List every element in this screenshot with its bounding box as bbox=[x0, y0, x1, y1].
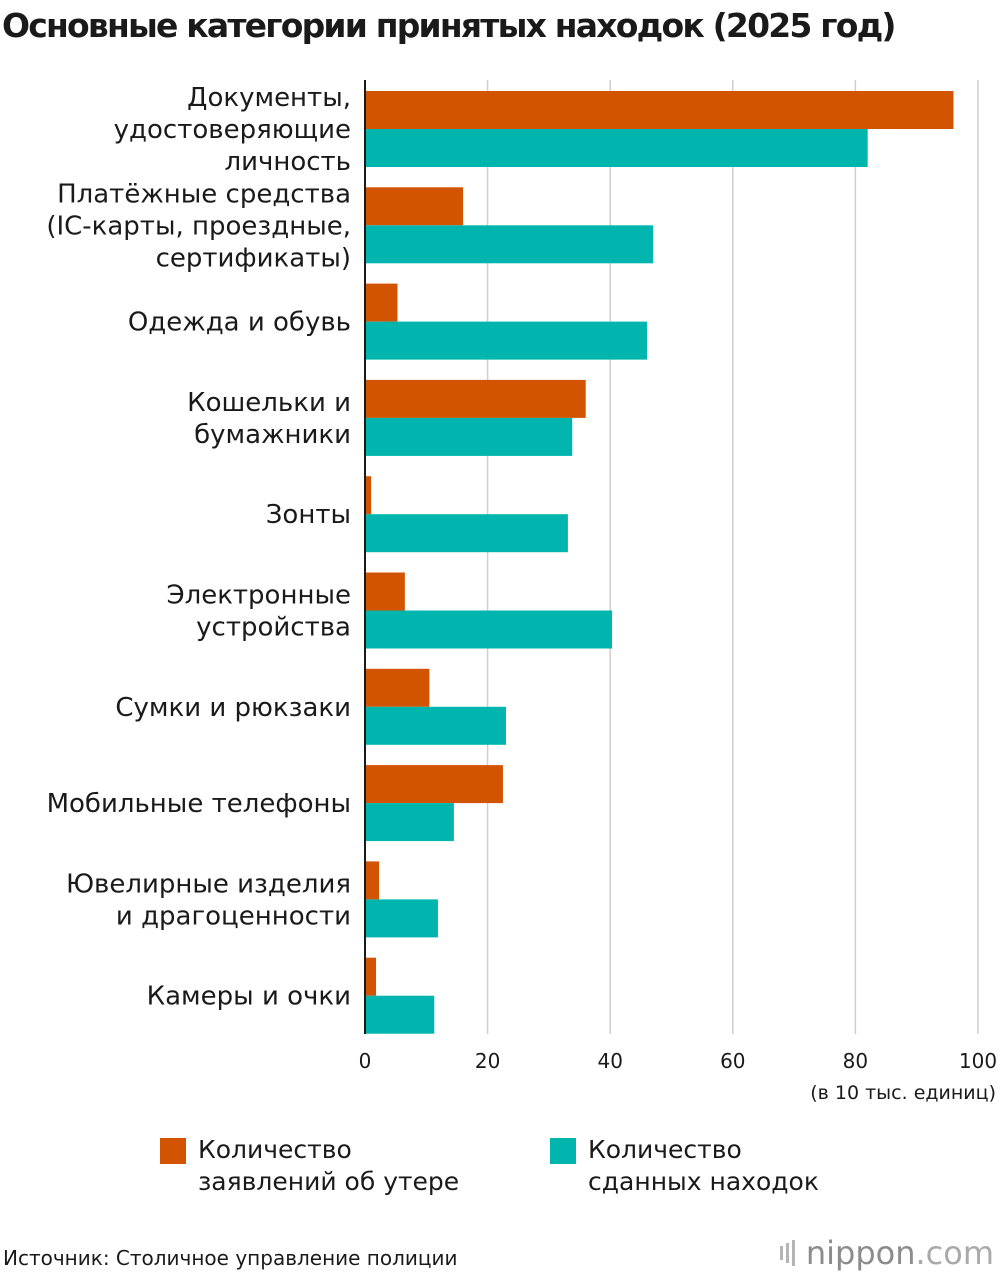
legend-label-lost: Количество заявлений об утере bbox=[198, 1135, 460, 1196]
category-label: Зонты bbox=[266, 500, 351, 530]
category-label-line: Сумки и рюкзаки bbox=[115, 693, 351, 723]
bar-found bbox=[365, 706, 506, 745]
source-note: Источник: Столичное управление полиции bbox=[3, 1246, 458, 1270]
legend-item-found: Количество сданных находок bbox=[550, 1134, 819, 1198]
bar-found bbox=[365, 899, 438, 938]
bar-found bbox=[365, 129, 868, 167]
category-label-line: (IC-карты, проездные, bbox=[46, 211, 351, 241]
category-label-line: Мобильные телефоны bbox=[47, 789, 351, 819]
bar-lost bbox=[365, 957, 377, 996]
bar-found bbox=[365, 225, 654, 264]
category-label: Сумки и рюкзаки bbox=[115, 693, 351, 723]
category-label: Документы, удостоверяющие личность bbox=[114, 83, 351, 177]
legend-label-found: Количество сданных находок bbox=[588, 1135, 819, 1196]
legend-item-lost: Количество заявлений об утере bbox=[160, 1134, 459, 1198]
category-label-line: Одежда и обувь bbox=[128, 308, 351, 338]
x-tick-label: 100 bbox=[959, 1049, 997, 1073]
bar-found bbox=[365, 417, 573, 456]
x-tick-label: 80 bbox=[843, 1049, 868, 1073]
brand-logo: nippon .com bbox=[779, 1234, 994, 1272]
category-label: Кошельки и бумажники bbox=[187, 388, 351, 450]
x-axis: 0 20 40 60 80 100 (в 10 тыс. единиц) bbox=[359, 80, 997, 1104]
legend-swatch-found bbox=[550, 1138, 576, 1164]
category-label: Одежда и обувь bbox=[128, 308, 351, 338]
x-tick-label: 0 bbox=[359, 1049, 372, 1073]
category-label-line: бумажники bbox=[194, 420, 351, 450]
bar-lost bbox=[365, 379, 586, 418]
x-tick-label: 20 bbox=[475, 1049, 500, 1073]
category-label-line: и драгоценности bbox=[116, 901, 351, 931]
bars bbox=[365, 91, 954, 1034]
bar-lost bbox=[365, 668, 430, 707]
category-labels: Документы, удостоверяющие личностьПлатёжны… bbox=[46, 83, 351, 1012]
bar-lost bbox=[365, 572, 405, 611]
chart-title: Основные категории принятых находок (202… bbox=[2, 6, 897, 45]
category-label: Электронные устройства bbox=[166, 581, 351, 643]
category-label: Ювелирные изделия и драгоценности bbox=[66, 869, 351, 931]
bar-lost bbox=[365, 861, 380, 900]
brand-name: nippon bbox=[805, 1234, 916, 1272]
category-label-line: Камеры и очки bbox=[147, 982, 351, 1012]
category-label: Платёжные средства (IC-карты, проездные, с… bbox=[46, 179, 351, 273]
bar-found bbox=[365, 995, 435, 1034]
x-tick-label: 60 bbox=[720, 1049, 745, 1073]
bar-found bbox=[365, 610, 613, 649]
category-label-line: Зонты bbox=[266, 500, 351, 530]
bar-found bbox=[365, 514, 568, 553]
category-label-line: Документы, bbox=[187, 83, 351, 113]
bar-lost bbox=[365, 765, 503, 804]
category-label-line: Электронные bbox=[166, 581, 351, 611]
category-label-line: удостоверяющие bbox=[114, 115, 351, 145]
category-label-line: Кошельки и bbox=[187, 388, 351, 418]
bar-lost bbox=[365, 476, 372, 515]
category-label: Камеры и очки bbox=[147, 982, 351, 1012]
category-label: Мобильные телефоны bbox=[47, 789, 351, 819]
category-label-line: личность bbox=[224, 147, 351, 177]
x-tick-label: 40 bbox=[597, 1049, 622, 1073]
category-label-line: устройства bbox=[196, 613, 351, 643]
grid-lines bbox=[486, 80, 979, 1034]
brand-suffix: .com bbox=[915, 1234, 994, 1272]
logo-mark-icon bbox=[779, 1240, 798, 1266]
x-axis-unit: (в 10 тыс. единиц) bbox=[810, 1082, 996, 1104]
category-label-line: Платёжные средства bbox=[57, 179, 351, 209]
legend-swatch-lost bbox=[160, 1138, 186, 1164]
bar-found bbox=[365, 321, 647, 360]
bar-lost bbox=[365, 187, 464, 226]
category-label-line: сертификаты) bbox=[156, 243, 351, 273]
bar-lost bbox=[365, 91, 954, 129]
category-label-line: Ювелирные изделия bbox=[66, 869, 351, 899]
bar-lost bbox=[365, 283, 398, 322]
bar-found bbox=[365, 803, 454, 842]
bar-chart: Документы, удостоверяющие личностьПлатёжны… bbox=[46, 80, 997, 1104]
